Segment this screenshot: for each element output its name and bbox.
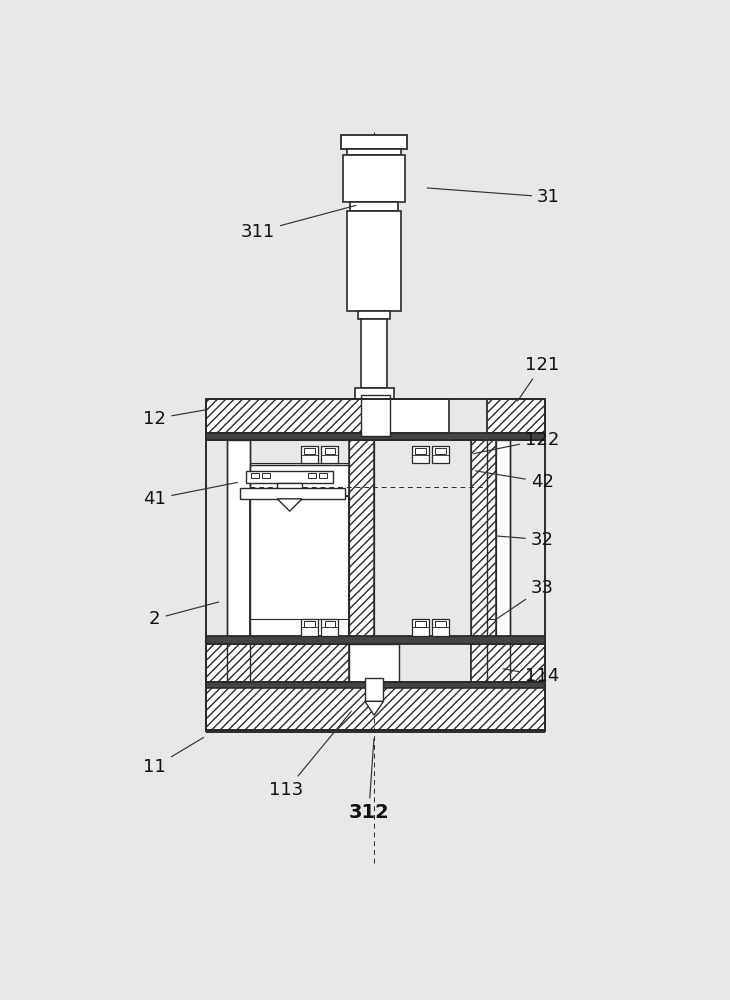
Bar xyxy=(246,471,333,483)
Bar xyxy=(321,446,339,463)
Bar xyxy=(486,440,510,679)
Polygon shape xyxy=(277,499,302,511)
Bar xyxy=(486,399,545,433)
Bar xyxy=(262,473,269,478)
Bar xyxy=(308,473,316,478)
Text: 311: 311 xyxy=(241,205,356,241)
Bar xyxy=(347,211,402,311)
Text: 41: 41 xyxy=(143,482,237,508)
Bar xyxy=(250,465,350,513)
Bar xyxy=(206,399,375,433)
Text: 42: 42 xyxy=(475,471,554,491)
Bar xyxy=(435,448,446,454)
Bar xyxy=(206,682,545,688)
Text: 31: 31 xyxy=(427,188,560,206)
Bar xyxy=(319,473,327,478)
Text: 312: 312 xyxy=(348,739,389,822)
Bar xyxy=(350,202,398,211)
Bar xyxy=(365,678,383,701)
Text: 12: 12 xyxy=(143,410,204,428)
Bar xyxy=(471,644,545,682)
Bar xyxy=(361,319,388,388)
Bar xyxy=(358,311,391,319)
Text: 2: 2 xyxy=(149,602,219,628)
Bar xyxy=(227,440,250,679)
Bar xyxy=(432,446,449,463)
Bar xyxy=(343,155,405,202)
Text: 11: 11 xyxy=(143,737,204,776)
Bar xyxy=(250,496,350,674)
Bar xyxy=(321,619,339,636)
Bar xyxy=(347,149,402,155)
Bar xyxy=(301,446,318,463)
Bar xyxy=(471,440,496,679)
Bar xyxy=(350,644,399,682)
Bar xyxy=(415,620,426,627)
Bar xyxy=(435,620,446,627)
Bar xyxy=(277,483,302,499)
Text: 33: 33 xyxy=(496,579,554,619)
Bar xyxy=(325,620,335,627)
Bar xyxy=(304,620,315,627)
Bar xyxy=(355,388,393,399)
Bar xyxy=(432,619,449,636)
Text: 32: 32 xyxy=(497,531,554,549)
Text: 113: 113 xyxy=(269,711,351,799)
Bar xyxy=(375,399,449,433)
Bar xyxy=(251,473,258,478)
Bar xyxy=(325,448,335,454)
Bar xyxy=(304,448,315,454)
Bar xyxy=(361,395,391,436)
Bar xyxy=(206,433,545,440)
Bar xyxy=(415,448,426,454)
Bar xyxy=(341,135,407,149)
Text: 121: 121 xyxy=(518,356,559,401)
Bar xyxy=(206,644,350,682)
Text: 122: 122 xyxy=(474,431,559,454)
Bar xyxy=(350,440,374,679)
Text: 114: 114 xyxy=(503,667,559,685)
Bar xyxy=(240,488,345,499)
Bar xyxy=(206,682,545,730)
Bar xyxy=(206,636,545,644)
Bar xyxy=(301,619,318,636)
Bar xyxy=(412,619,429,636)
Polygon shape xyxy=(365,701,383,715)
Bar xyxy=(412,446,429,463)
